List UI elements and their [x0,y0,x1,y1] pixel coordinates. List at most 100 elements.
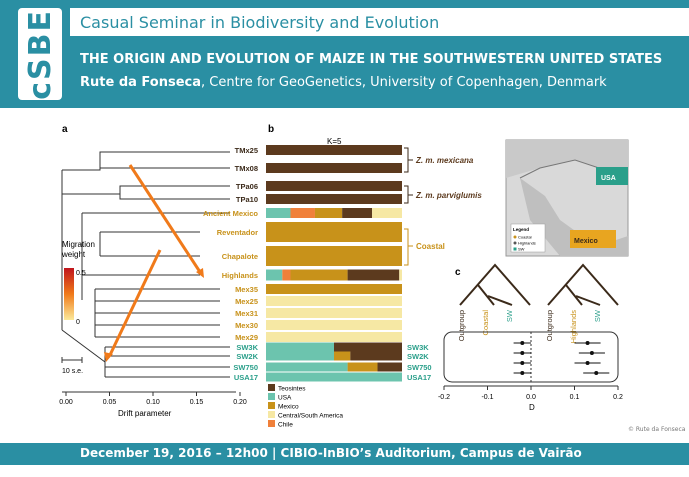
dstat-point [585,361,590,365]
taxon-label: SW3K [236,343,258,352]
map-land-mexico [520,178,628,256]
dstat-row-label: SW750 [407,363,432,372]
ancestry-bar-segment [290,269,348,281]
tree-branch [61,329,106,363]
ancestry-bar-segment [334,342,402,352]
map-legend-coastal: Coastal [518,235,532,240]
migration-tick-min: 0 [76,319,80,326]
ancestry-bar-segment [266,208,291,218]
talk-title: THE ORIGIN AND EVOLUTION OF MAIZE IN THE… [80,52,663,67]
speaker-line: Rute da Fonseca, Centre for GeoGenetics,… [80,75,607,90]
dstat-point [585,341,590,345]
legend-swatch [268,384,275,391]
dstat-point [520,371,525,375]
panel-labels: a b c K=5 [62,124,461,278]
legend-label: Teosintes [278,386,306,393]
taxon-label: Mex30 [235,321,258,330]
ancestry-legend: Teosintes USA Mexico Central/South America C… [268,384,343,429]
dstat-tick-label: -0.1 [481,394,493,401]
drift-tick-label: 0.10 [146,399,160,406]
dstat-point [520,341,525,345]
ancestry-bar-segment [290,208,315,218]
map-legend-highlands: Highlands [518,241,536,246]
tree-branch [81,213,200,300]
migration-label-2: weight [61,250,86,259]
legend-swatch [268,411,275,418]
ancestry-bar-segment [266,269,283,281]
header-banner [0,0,689,108]
dstat-xlabel: D [529,403,535,412]
ancestry-bar-segment [372,208,402,218]
map-mexico-label: Mexico [574,238,598,245]
ancestry-bar-segment [266,332,402,342]
drift-tick-label: 0.05 [103,399,117,406]
ancestry-bar-segment [266,308,402,318]
legend-label: Mexico [278,404,299,411]
migration-arrowhead [104,352,113,362]
dstat-tick-label: 0.1 [570,394,580,401]
scale-bar [61,357,83,363]
legend-label: Central/South America [278,413,343,420]
migration-gradient [64,268,74,320]
group-mexicana: Z. m. mexicana [415,156,474,165]
legend-label: USA [278,395,292,402]
group-parviglumis: Z. m. parviglumis [415,191,482,200]
taxon-label: Ancient Mexico [203,209,258,218]
taxon-label: SW750 [233,363,258,372]
taxon-label: Mex29 [235,333,258,342]
ancestry-bar-segment [347,269,400,281]
taxon-label: Highlands [222,271,258,280]
dstat-tick-label: -0.2 [438,394,450,401]
series-title: Casual Seminar in Biodiversity and Evolu… [80,13,440,32]
ancestry-bar-segment [314,208,343,218]
ancestry-bar-segment [266,284,402,294]
ancestry-bar-segment [266,342,334,352]
legend-swatch [268,393,275,400]
dstat-tick-label: 0.0 [526,394,536,401]
panel-b-label: b [268,124,274,135]
dstat-point [520,351,525,355]
tree-branch [95,288,220,338]
group-coastal: Coastal [416,242,445,251]
ancestry-bar-segment [266,163,402,173]
panel-c-label: c [455,267,461,278]
event-info: December 19, 2016 – 12h00 | CIBIO-InBIO’… [80,446,582,460]
ancestry-bar-segment [266,351,334,361]
ancestry-bar-segment [266,181,402,191]
taxon-label: TPa10 [236,195,258,204]
legend-swatch [268,402,275,409]
taxon-label: TPa06 [236,182,258,191]
panel-a-label: a [62,124,68,135]
ancestry-bar-segment [266,296,402,306]
taxon-label: TMx25 [235,146,258,155]
ancestry-bar-segment [266,194,402,204]
k-label: K=5 [327,137,342,146]
tree-branch [100,185,230,200]
taxon-label: Reventador [217,228,258,237]
ancestry-bar-segment [347,362,378,372]
migration-edge [128,164,202,273]
tree-branch [99,231,200,257]
map-legend-sw: SW [518,247,525,252]
dstat-tree-label: Coastal [481,310,490,336]
ancestry-bar-segment [282,269,291,281]
map-usa-box [596,167,628,185]
map-usa-label: USA [601,175,616,182]
dstat-row-label: SW3K [407,343,429,352]
map-mexico-box [570,230,616,248]
migration-label-1: Migration [62,240,95,249]
migration-edge [108,249,162,356]
ancestry-bar-segment [266,246,402,266]
migration-legend: Migration weight 0.5 0 10 s.e. [61,240,95,375]
ancestry-bar-segment [266,145,402,155]
ancestry-bar-segment [334,351,351,361]
image-credit: © Rute da Fonseca [628,426,686,433]
tree-branch [62,151,230,171]
migration-tick-max: 0.5 [76,270,86,277]
dstat-row-label: SW2K [407,352,429,361]
drift-axis: Drift parameter 0.00 0.05 0.10 0.15 0.20 [59,391,247,418]
migration-arrowhead [196,268,204,278]
dstat-point [520,361,525,365]
